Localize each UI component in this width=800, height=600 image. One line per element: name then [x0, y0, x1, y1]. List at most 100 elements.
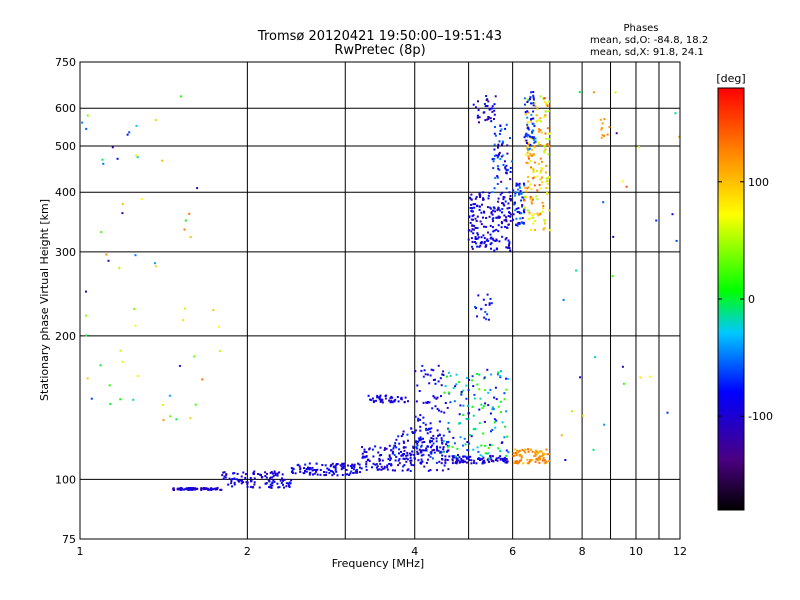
data-point	[480, 223, 483, 226]
data-point	[389, 397, 392, 400]
data-point	[417, 452, 419, 455]
data-point	[455, 458, 458, 461]
data-point	[524, 111, 527, 114]
data-point	[594, 356, 597, 359]
data-point	[545, 448, 548, 451]
data-point	[334, 468, 337, 471]
data-point	[531, 148, 533, 151]
data-point	[378, 396, 381, 399]
data-point	[495, 398, 498, 401]
data-point	[378, 458, 381, 461]
data-point	[236, 472, 239, 475]
data-point	[524, 139, 527, 142]
data-point	[472, 448, 475, 451]
data-point	[487, 100, 490, 103]
data-point	[499, 124, 502, 127]
data-point	[480, 308, 483, 311]
data-point	[491, 455, 494, 458]
data-point	[532, 91, 535, 93]
data-point	[539, 144, 542, 146]
data-point	[319, 473, 322, 476]
data-point	[433, 451, 436, 454]
data-point	[402, 446, 405, 449]
data-point	[290, 467, 293, 470]
data-point	[526, 187, 529, 190]
data-point	[368, 460, 371, 463]
data-point	[213, 487, 216, 490]
data-point	[427, 454, 430, 457]
data-point	[505, 246, 508, 249]
data-point	[376, 465, 379, 468]
data-point	[600, 127, 603, 130]
data-point	[369, 398, 372, 401]
data-point	[490, 242, 493, 245]
data-point	[512, 455, 515, 457]
data-point	[85, 334, 87, 337]
data-point	[489, 243, 492, 246]
data-point	[246, 483, 249, 486]
data-point	[425, 447, 428, 450]
data-point	[361, 452, 364, 455]
data-point	[441, 454, 444, 457]
data-point	[472, 103, 475, 106]
data-point	[530, 200, 533, 203]
data-point	[109, 402, 112, 405]
data-point	[443, 391, 446, 394]
data-point	[184, 219, 187, 222]
data-point	[501, 142, 504, 145]
data-point	[434, 405, 437, 408]
data-point	[486, 458, 489, 461]
x-tick-label: 1	[77, 545, 84, 558]
data-point	[398, 442, 401, 445]
data-point	[418, 448, 421, 451]
data-point	[462, 455, 465, 458]
data-point	[544, 114, 547, 117]
data-point	[412, 445, 415, 448]
data-point	[545, 177, 548, 180]
data-point	[474, 306, 477, 308]
data-point	[436, 447, 438, 450]
data-point	[509, 167, 512, 169]
data-point	[460, 458, 463, 460]
data-point	[462, 461, 464, 464]
data-point	[232, 472, 235, 475]
data-point	[299, 468, 302, 471]
data-point	[242, 471, 245, 474]
data-point	[533, 219, 536, 222]
data-point	[520, 459, 522, 462]
data-point	[547, 153, 550, 156]
data-point	[489, 412, 492, 415]
data-point	[465, 456, 468, 459]
data-point	[176, 487, 179, 490]
data-point	[457, 459, 460, 462]
data-point	[505, 123, 508, 126]
data-point	[471, 228, 474, 231]
data-point	[498, 133, 501, 135]
data-point	[405, 460, 408, 463]
data-point	[494, 95, 497, 98]
data-point	[476, 315, 478, 318]
data-point	[527, 450, 530, 453]
data-point	[316, 473, 319, 476]
data-point	[133, 307, 136, 310]
data-point	[516, 210, 519, 213]
data-point	[515, 217, 518, 220]
y-tick-label: 750	[55, 56, 76, 69]
data-point	[400, 396, 403, 399]
data-point	[335, 463, 338, 466]
data-point	[346, 473, 349, 476]
data-point	[517, 207, 520, 210]
data-point	[520, 455, 523, 458]
data-point	[154, 265, 157, 268]
data-point	[508, 211, 510, 214]
data-point	[228, 477, 231, 480]
data-point	[506, 169, 509, 172]
data-point	[496, 176, 499, 179]
data-point	[429, 441, 432, 444]
data-point	[547, 453, 550, 455]
data-point	[520, 212, 523, 215]
data-point	[446, 375, 448, 378]
data-point	[86, 377, 89, 380]
data-point	[536, 452, 539, 455]
data-point	[135, 124, 138, 127]
